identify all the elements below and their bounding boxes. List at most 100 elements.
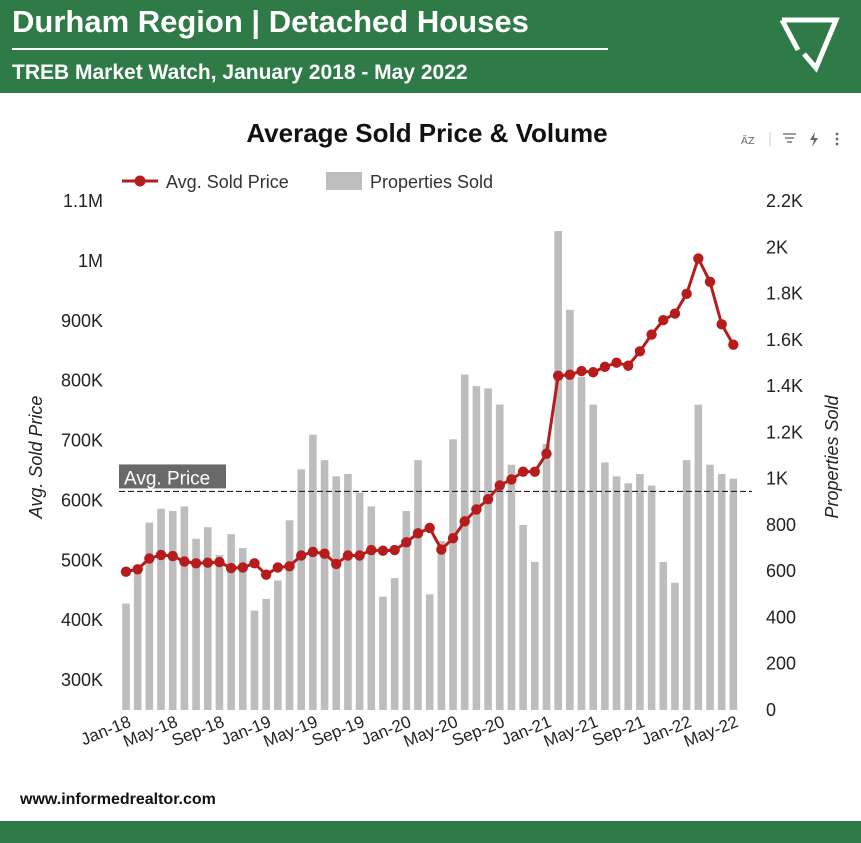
bar-properties-sold[interactable] <box>577 376 586 710</box>
bar-properties-sold[interactable] <box>729 478 738 710</box>
point-avg-sold-price[interactable] <box>225 562 237 574</box>
point-avg-sold-price[interactable] <box>249 558 260 569</box>
point-avg-sold-price[interactable] <box>494 480 505 491</box>
bar-properties-sold[interactable] <box>157 508 165 710</box>
bar-properties-sold[interactable] <box>601 462 609 710</box>
point-avg-sold-price[interactable] <box>424 522 435 534</box>
point-avg-sold-price[interactable] <box>331 558 342 570</box>
point-avg-sold-price[interactable] <box>296 550 307 561</box>
point-avg-sold-price[interactable] <box>214 556 225 568</box>
point-avg-sold-price[interactable] <box>366 544 377 556</box>
filter-icon[interactable] <box>783 133 796 143</box>
point-avg-sold-price[interactable] <box>120 566 132 577</box>
point-avg-sold-price[interactable] <box>272 562 284 573</box>
bar-properties-sold[interactable] <box>437 541 446 710</box>
bar-properties-sold[interactable] <box>332 476 341 710</box>
point-avg-sold-price[interactable] <box>190 558 202 569</box>
point-avg-sold-price[interactable] <box>436 544 447 555</box>
point-avg-sold-price[interactable] <box>482 494 494 505</box>
bar-properties-sold[interactable] <box>145 522 154 710</box>
bar-properties-sold[interactable] <box>297 469 305 710</box>
point-avg-sold-price[interactable] <box>517 466 529 477</box>
bar-properties-sold[interactable] <box>192 538 200 710</box>
bar-properties-sold[interactable] <box>531 561 539 710</box>
bar-properties-sold[interactable] <box>344 474 352 710</box>
point-avg-sold-price[interactable] <box>693 253 704 264</box>
point-avg-sold-price[interactable] <box>284 561 295 572</box>
point-avg-sold-price[interactable] <box>401 537 412 548</box>
point-avg-sold-price[interactable] <box>354 550 365 561</box>
point-avg-sold-price[interactable] <box>319 548 330 559</box>
bar-properties-sold[interactable] <box>519 524 527 710</box>
point-avg-sold-price[interactable] <box>260 569 272 580</box>
bar-properties-sold[interactable] <box>180 506 189 710</box>
bar-properties-sold[interactable] <box>122 603 130 710</box>
bar-properties-sold[interactable] <box>484 388 492 710</box>
lightning-icon[interactable] <box>810 132 818 147</box>
bar-properties-sold[interactable] <box>589 404 597 710</box>
point-avg-sold-price[interactable] <box>237 562 248 573</box>
point-avg-sold-price[interactable] <box>623 360 634 371</box>
bar-properties-sold[interactable] <box>566 309 574 710</box>
point-avg-sold-price[interactable] <box>541 448 552 459</box>
bar-properties-sold[interactable] <box>227 534 235 710</box>
point-avg-sold-price[interactable] <box>307 546 319 558</box>
point-avg-sold-price[interactable] <box>506 474 517 485</box>
point-avg-sold-price[interactable] <box>611 357 622 368</box>
point-avg-sold-price[interactable] <box>412 528 424 539</box>
point-avg-sold-price[interactable] <box>704 276 716 288</box>
sort-az-icon[interactable]: A̋Z <box>741 134 755 147</box>
bar-properties-sold[interactable] <box>706 464 714 710</box>
point-avg-sold-price[interactable] <box>658 314 669 326</box>
bar-properties-sold[interactable] <box>682 460 691 710</box>
bar-properties-sold[interactable] <box>379 596 387 710</box>
point-avg-sold-price[interactable] <box>459 516 470 527</box>
bar-properties-sold[interactable] <box>472 386 481 710</box>
bar-properties-sold[interactable] <box>495 404 504 710</box>
point-avg-sold-price[interactable] <box>377 545 389 556</box>
point-avg-sold-price[interactable] <box>669 308 681 319</box>
point-avg-sold-price[interactable] <box>588 367 599 378</box>
point-avg-sold-price[interactable] <box>342 550 354 561</box>
bar-properties-sold[interactable] <box>215 554 224 710</box>
bar-properties-sold[interactable] <box>390 578 399 710</box>
point-avg-sold-price[interactable] <box>471 504 482 515</box>
bar-properties-sold[interactable] <box>507 464 516 710</box>
point-avg-sold-price[interactable] <box>646 329 657 340</box>
point-avg-sold-price[interactable] <box>529 466 540 477</box>
point-avg-sold-price[interactable] <box>564 369 576 380</box>
bar-properties-sold[interactable] <box>671 582 679 710</box>
bar-properties-sold[interactable] <box>285 520 294 710</box>
bar-properties-sold[interactable] <box>203 527 212 710</box>
point-avg-sold-price[interactable] <box>576 365 587 377</box>
bar-properties-sold[interactable] <box>133 568 142 710</box>
bar-properties-sold[interactable] <box>717 474 726 710</box>
point-avg-sold-price[interactable] <box>144 553 155 564</box>
bar-properties-sold[interactable] <box>694 404 703 710</box>
bar-properties-sold[interactable] <box>624 483 633 710</box>
bar-properties-sold[interactable] <box>355 492 364 710</box>
bar-properties-sold[interactable] <box>612 476 621 710</box>
point-avg-sold-price[interactable] <box>389 544 400 556</box>
point-avg-sold-price[interactable] <box>167 550 178 562</box>
point-avg-sold-price[interactable] <box>155 549 167 561</box>
bar-properties-sold[interactable] <box>659 561 668 710</box>
point-avg-sold-price[interactable] <box>202 557 213 568</box>
bar-properties-sold[interactable] <box>320 460 329 710</box>
bar-properties-sold[interactable] <box>460 374 469 710</box>
point-avg-sold-price[interactable] <box>447 532 459 544</box>
bar-properties-sold[interactable] <box>554 231 562 710</box>
point-avg-sold-price[interactable] <box>132 564 143 575</box>
bar-properties-sold[interactable] <box>647 485 656 710</box>
bar-properties-sold[interactable] <box>542 443 551 710</box>
bar-properties-sold[interactable] <box>309 434 317 710</box>
point-avg-sold-price[interactable] <box>634 346 646 357</box>
bar-properties-sold[interactable] <box>250 610 259 710</box>
bar-properties-sold[interactable] <box>414 460 422 710</box>
bar-properties-sold[interactable] <box>367 506 376 710</box>
bar-properties-sold[interactable] <box>636 474 644 710</box>
point-avg-sold-price[interactable] <box>681 288 692 300</box>
bar-properties-sold[interactable] <box>239 548 247 710</box>
bar-properties-sold[interactable] <box>449 439 457 710</box>
bar-properties-sold[interactable] <box>168 511 177 710</box>
